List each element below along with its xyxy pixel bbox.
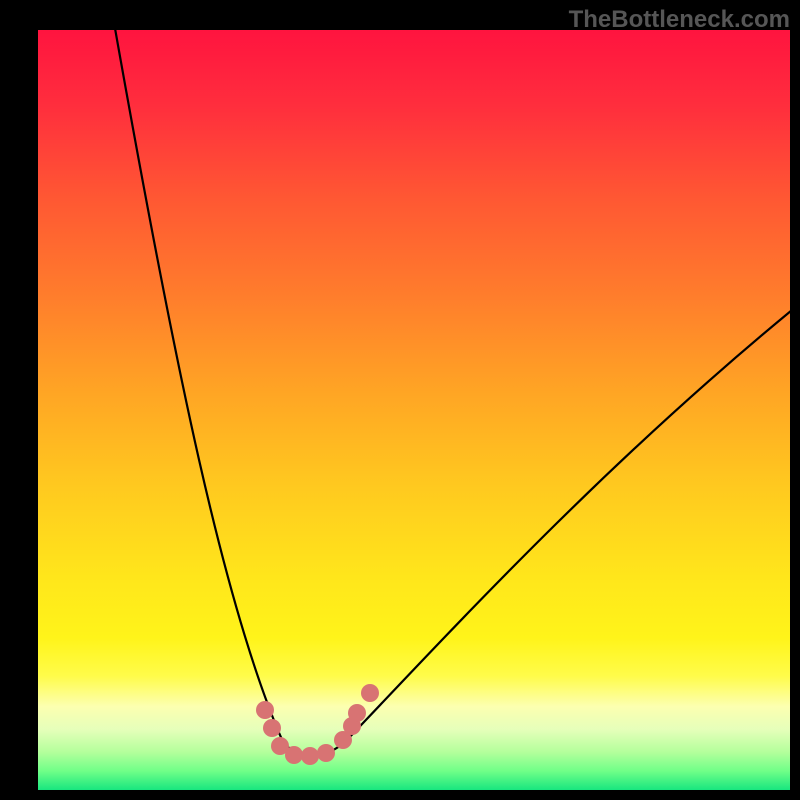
plot-area	[38, 30, 790, 790]
chart-svg	[38, 30, 790, 790]
curve-marker	[361, 684, 379, 702]
curve-marker	[263, 719, 281, 737]
root-container: { "canvas": { "width": 800, "height": 80…	[0, 0, 800, 800]
watermark-text: TheBottleneck.com	[569, 6, 790, 34]
curve-marker	[285, 746, 303, 764]
curve-marker	[317, 744, 335, 762]
curve-marker	[348, 704, 366, 722]
curve-marker	[256, 701, 274, 719]
curve-marker	[301, 747, 319, 765]
